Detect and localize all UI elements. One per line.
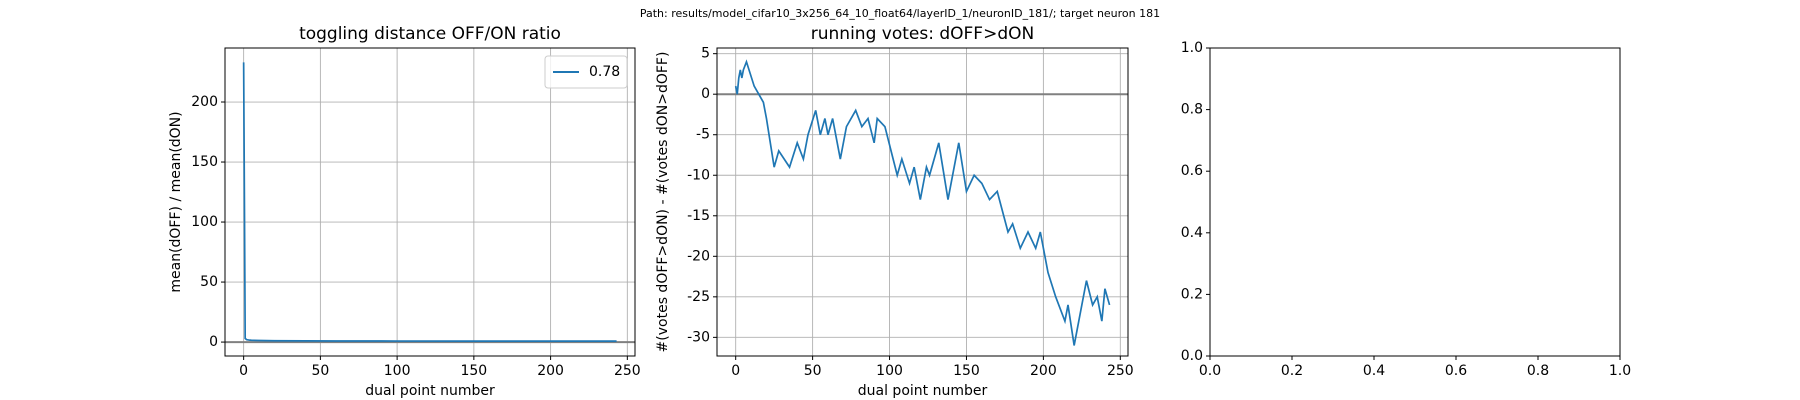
x-axis-label: dual point number <box>858 383 988 399</box>
y-tick-label: 150 <box>191 154 218 170</box>
axes: 0 50 100 150 200 250 0 50 100 150 200 toggling dist… <box>168 24 641 399</box>
y-tick-label: -30 <box>687 329 710 345</box>
x-tick-label: 100 <box>876 363 903 379</box>
axes-frame <box>1209 47 1621 357</box>
y-tick-label: 0.8 <box>1181 102 1203 118</box>
axes-frame <box>716 47 1129 357</box>
y-tick-label: 5 <box>701 46 710 62</box>
legend <box>544 55 628 89</box>
x-tick-label: 50 <box>311 363 329 379</box>
y-tick-label: 200 <box>191 94 218 110</box>
figure-title: Path: results/model_cifar10_3x256_64_10_… <box>640 7 1160 20</box>
x-tick-label: 100 <box>384 363 411 379</box>
y-tick-label: 1.0 <box>1181 40 1203 56</box>
y-tick-label: 0.4 <box>1181 225 1203 241</box>
axes: 0 50 100 150 200 250 -30 -25 -20 -15 -10 -5 0 5 runnin… <box>655 24 1134 399</box>
y-tick-label: 100 <box>191 214 218 230</box>
x-tick-label: 250 <box>1107 363 1134 379</box>
y-tick-label: -10 <box>687 167 710 183</box>
x-tick-label: 150 <box>460 363 487 379</box>
x-tick-label: 0.4 <box>1363 363 1385 379</box>
x-tick-label: 200 <box>1030 363 1057 379</box>
y-tick-label: 0.0 <box>1181 348 1203 364</box>
y-tick-label: -5 <box>696 127 710 143</box>
y-tick-label: 0.2 <box>1181 286 1203 302</box>
x-tick-label: 0 <box>239 363 248 379</box>
x-tick-label: 250 <box>614 363 641 379</box>
x-tick-label: 150 <box>953 363 980 379</box>
y-tick-label: 0 <box>701 86 710 102</box>
chart-title: running votes: dOFF>dON <box>811 24 1034 44</box>
y-tick-label: 0.6 <box>1181 163 1203 179</box>
legend-label: 0.78 <box>589 64 620 80</box>
y-tick-label: 0 <box>209 334 218 350</box>
x-tick-label: 50 <box>804 363 822 379</box>
axes: 0.0 0.2 0.4 0.6 0.8 1.0 0.0 0.2 0.4 0.6 0.8 1.0 <box>1181 40 1631 379</box>
x-axis-label: dual point number <box>365 383 495 399</box>
y-axis-label: mean(dOFF) / mean(dON) <box>168 111 184 292</box>
x-tick-label: 0.8 <box>1527 363 1549 379</box>
data-line <box>734 59 1111 346</box>
y-tick-label: -25 <box>687 289 710 305</box>
axes-frame <box>224 47 636 357</box>
x-tick-label: 200 <box>537 363 564 379</box>
x-tick-label: 0 <box>731 363 740 379</box>
x-tick-label: 1.0 <box>1609 363 1631 379</box>
y-tick-label: -15 <box>687 208 710 224</box>
x-tick-label: 0.0 <box>1199 363 1221 379</box>
y-axis-label: #(votes dOFF>dON) - #(votes dON>dOFF) <box>655 52 671 353</box>
x-tick-label: 0.6 <box>1445 363 1467 379</box>
y-tick-label: -20 <box>687 248 710 264</box>
data-line <box>242 62 617 342</box>
chart-title: toggling distance OFF/ON ratio <box>299 24 561 44</box>
x-tick-label: 0.2 <box>1281 363 1303 379</box>
y-tick-label: 50 <box>200 274 218 290</box>
